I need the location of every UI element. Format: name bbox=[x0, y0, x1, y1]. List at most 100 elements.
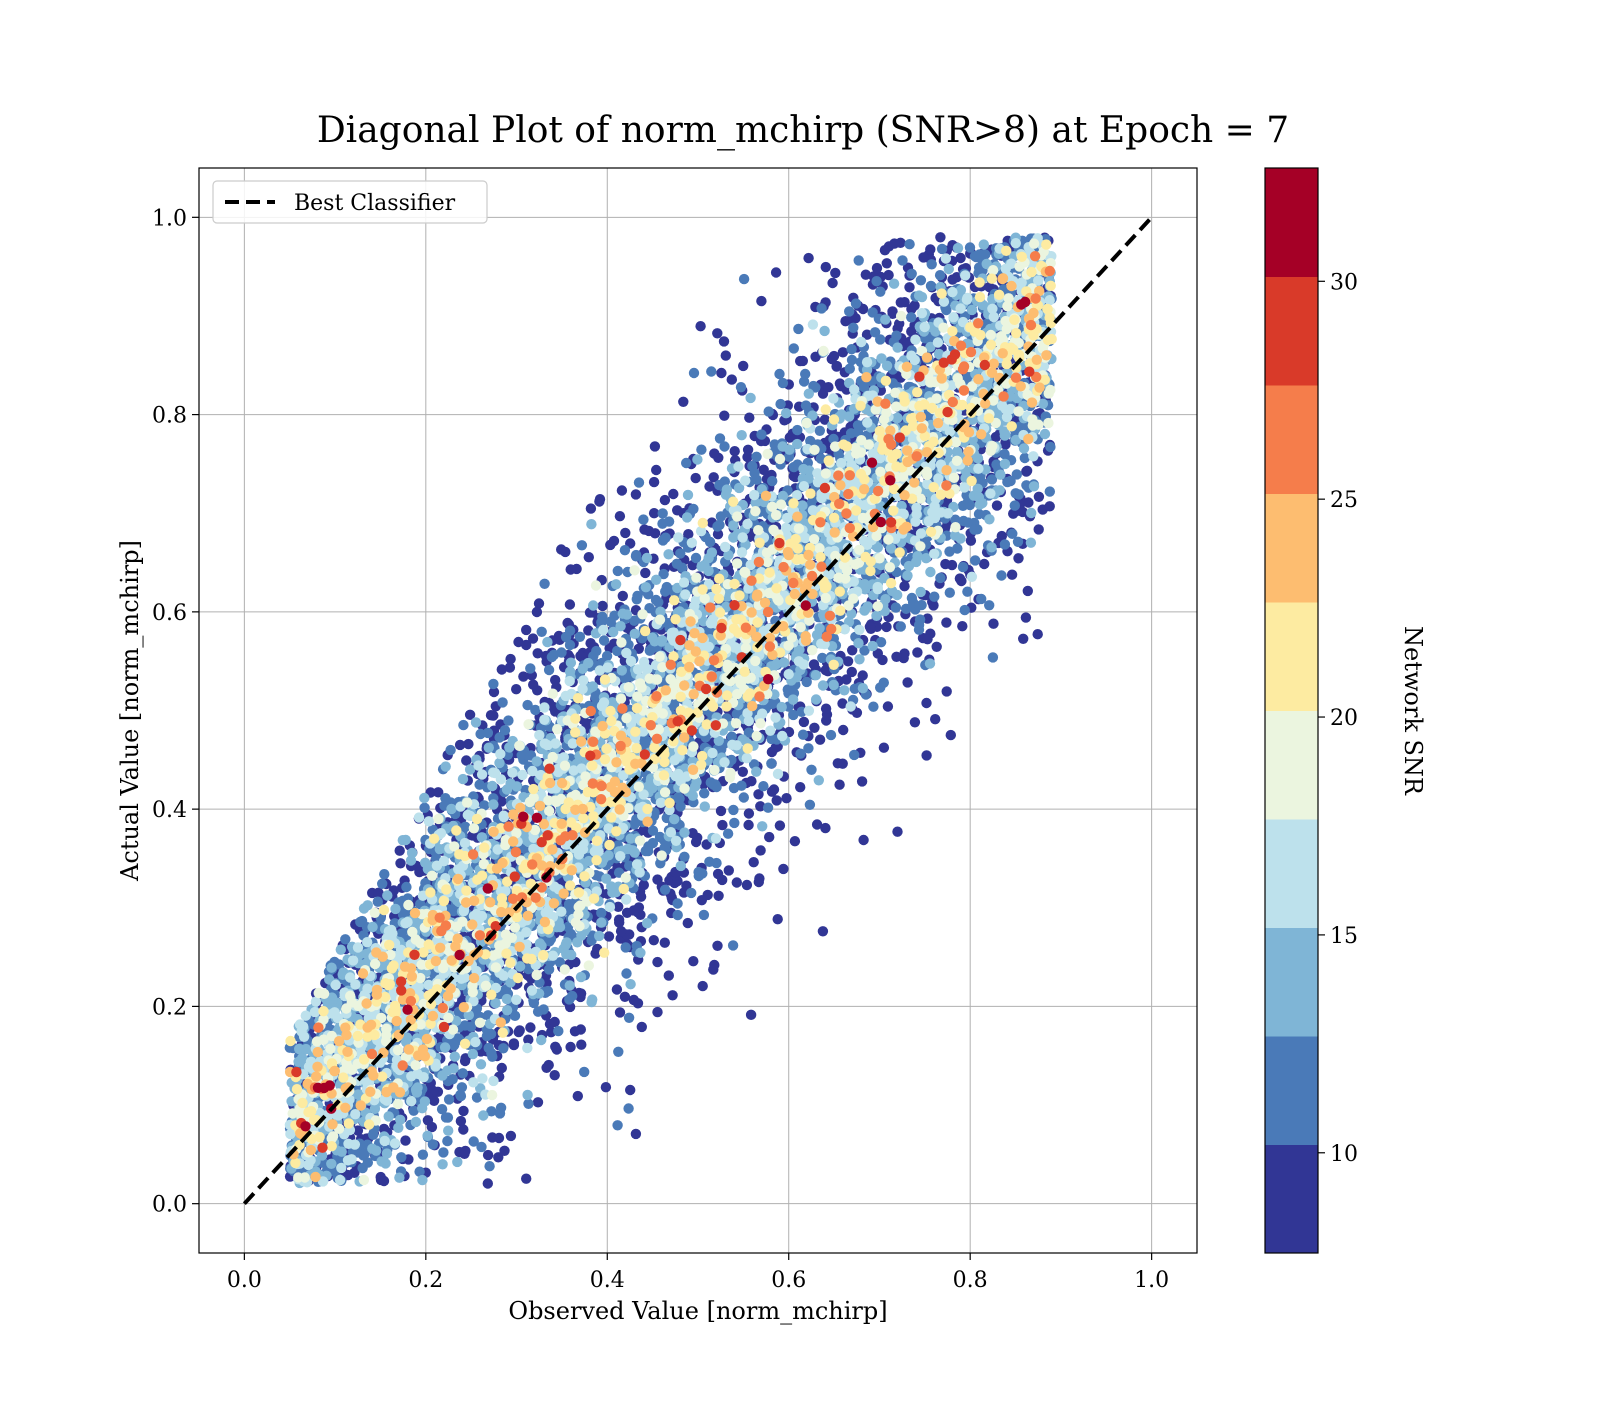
scatter-point bbox=[445, 745, 455, 755]
scatter-point bbox=[871, 276, 881, 286]
scatter-point bbox=[698, 981, 708, 991]
scatter-point bbox=[448, 1074, 458, 1084]
scatter-point bbox=[613, 1047, 623, 1057]
scatter-point bbox=[789, 343, 799, 353]
scatter-point bbox=[723, 829, 733, 839]
scatter-point bbox=[629, 995, 639, 1005]
scatter-point bbox=[736, 382, 746, 392]
scatter-point bbox=[649, 477, 659, 487]
scatter-point bbox=[1010, 500, 1020, 510]
scatter-point bbox=[475, 729, 485, 739]
scatter-point bbox=[521, 1174, 531, 1184]
scatter-point bbox=[729, 818, 739, 828]
scatter-point bbox=[916, 587, 926, 597]
scatter-point bbox=[747, 461, 757, 471]
scatter-point bbox=[515, 1025, 525, 1035]
scatter-point bbox=[857, 776, 867, 786]
scatter-point bbox=[818, 926, 828, 936]
scatter-point bbox=[744, 413, 754, 423]
scatter-point bbox=[775, 399, 785, 409]
scatter-point bbox=[713, 869, 723, 879]
scatter-point bbox=[800, 369, 810, 379]
scatter-point bbox=[484, 1043, 494, 1053]
scatter-point bbox=[688, 504, 698, 514]
scatter-point bbox=[503, 715, 513, 725]
scatter-point bbox=[550, 1017, 560, 1027]
scatter-point bbox=[379, 1176, 389, 1186]
scatter-point bbox=[803, 253, 813, 263]
scatter-point bbox=[634, 477, 644, 487]
scatter-point bbox=[373, 897, 383, 907]
scatter-points bbox=[285, 232, 1057, 1189]
scatter-point bbox=[847, 355, 857, 365]
scatter-point bbox=[738, 361, 748, 371]
scatter-point bbox=[942, 686, 952, 696]
scatter-point bbox=[755, 845, 765, 855]
scatter-point bbox=[756, 296, 766, 306]
scatter-point bbox=[488, 679, 498, 689]
scatter-point bbox=[716, 368, 726, 378]
scatter-point bbox=[355, 917, 365, 927]
scatter-point bbox=[712, 941, 722, 951]
scatter-point bbox=[494, 1133, 504, 1143]
scatter-point bbox=[686, 888, 696, 898]
scatter-point bbox=[506, 1131, 516, 1141]
scatter-point bbox=[719, 336, 729, 346]
scatter-point bbox=[958, 562, 968, 572]
scatter-point bbox=[612, 1120, 622, 1130]
scatter-point bbox=[537, 627, 547, 637]
scatter-point bbox=[488, 710, 498, 720]
scatter-point bbox=[843, 656, 853, 666]
scatter-point bbox=[805, 800, 815, 810]
scatter-point bbox=[947, 274, 957, 284]
scatter-point bbox=[401, 882, 411, 892]
scatter-point bbox=[458, 1106, 468, 1116]
scatter-point bbox=[926, 281, 936, 291]
scatter-point bbox=[658, 508, 668, 518]
scatter-point bbox=[1034, 524, 1044, 534]
scatter-point bbox=[879, 678, 889, 688]
scatter-point bbox=[606, 616, 616, 626]
scatter-point bbox=[544, 964, 554, 974]
scatter-point bbox=[708, 964, 718, 974]
scatter-point bbox=[879, 743, 889, 753]
scatter-point bbox=[929, 592, 939, 602]
scatter-point bbox=[565, 599, 575, 609]
scatter-point bbox=[530, 705, 540, 715]
scatter-point bbox=[621, 968, 631, 978]
scatter-point bbox=[379, 869, 389, 879]
scatter-point bbox=[739, 274, 749, 284]
scatter-point bbox=[565, 1042, 575, 1052]
scatter-point bbox=[400, 1135, 410, 1145]
scatter-point bbox=[921, 698, 931, 708]
scatter-point bbox=[632, 594, 642, 604]
scatter-point bbox=[497, 1063, 507, 1073]
scatter-point bbox=[904, 239, 914, 249]
scatter-point bbox=[848, 323, 858, 333]
scatter-point bbox=[1013, 553, 1023, 563]
scatter-point bbox=[799, 717, 809, 727]
scatter-point bbox=[827, 354, 837, 364]
scatter-point bbox=[418, 1150, 428, 1160]
scatter-point bbox=[616, 926, 626, 936]
scatter-point bbox=[699, 910, 709, 920]
scatter-point bbox=[728, 805, 738, 815]
scatter-point bbox=[880, 314, 890, 324]
scatter-point bbox=[788, 710, 798, 720]
scatter-point bbox=[691, 837, 701, 847]
scatter-point bbox=[821, 704, 831, 714]
scatter-point bbox=[586, 503, 596, 513]
scatter-point bbox=[460, 1056, 470, 1066]
scatter-point bbox=[715, 433, 725, 443]
scatter-point bbox=[565, 980, 575, 990]
scatter-point bbox=[1034, 492, 1044, 502]
scatter-point bbox=[566, 564, 576, 574]
scatter-point bbox=[577, 540, 587, 550]
scatter-point bbox=[759, 465, 769, 475]
scatter-point bbox=[979, 559, 989, 569]
scatter-point bbox=[756, 429, 766, 439]
scatter-point bbox=[667, 990, 677, 1000]
scatter-point bbox=[649, 935, 659, 945]
scatter-point bbox=[652, 1007, 662, 1017]
